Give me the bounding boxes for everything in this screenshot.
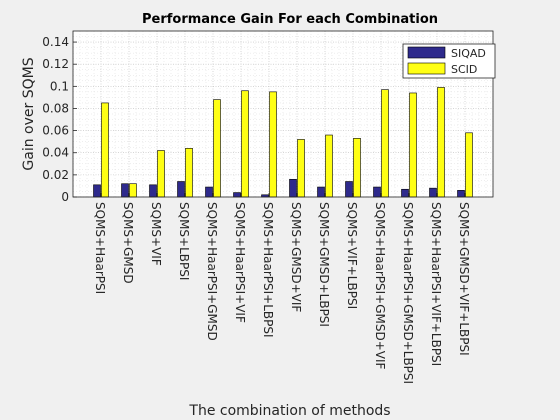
bar-siqad — [149, 184, 157, 198]
y-tick-label: 0.12 — [42, 57, 69, 71]
legend-swatch-siqad — [407, 46, 446, 59]
bar-scid — [409, 92, 417, 198]
bar-siqad — [205, 186, 213, 198]
y-axis-label: Gain over SQMS — [21, 57, 37, 170]
bar-scid — [353, 138, 361, 198]
bar-scid — [157, 150, 165, 198]
bar-scid — [465, 132, 473, 198]
legend-label-siqad: SIQAD — [451, 47, 486, 60]
x-tick-label: SQMS+GMSD+VIF+LBPSI — [457, 202, 471, 356]
y-tick-label: 0.14 — [42, 35, 69, 49]
bar-scid — [185, 148, 193, 198]
x-axis-label: The combination of methods — [188, 403, 390, 419]
bar-series — [93, 87, 473, 198]
legend: SIQAD SCID — [402, 43, 496, 79]
x-tick-label: SQMS+HaarPSI+VIF — [233, 202, 247, 323]
x-tick-label: SQMS+HaarPSI+VIF+LBPSI — [429, 202, 443, 366]
bar-scid — [381, 89, 389, 198]
x-tick-label: SQMS+HaarPSI+GMSD — [205, 202, 219, 341]
bar-siqad — [317, 186, 325, 198]
bar-siqad — [289, 178, 297, 198]
plot-frame — [72, 30, 494, 198]
bar-scid — [325, 134, 333, 198]
bar-scid — [213, 99, 221, 198]
x-tick-label: SQMS+VIF+LBPSI — [345, 202, 359, 309]
x-tick-label: SQMS+HaarPSI+GMSD+LBPSI — [401, 202, 415, 384]
y-tick-label: 0 — [61, 190, 69, 204]
x-tick-label: SQMS+GMSD — [121, 202, 135, 284]
y-tick-label: 0.06 — [42, 124, 69, 138]
y-tick-label: 0.02 — [42, 168, 69, 182]
bar-scid — [101, 102, 109, 198]
y-tick-label: 0.08 — [42, 101, 69, 115]
bar-siqad — [93, 184, 101, 198]
y-axis: 0 0.02 0.04 0.06 0.08 0.1 0.12 0.14 — [42, 35, 77, 204]
bar-siqad — [401, 188, 409, 198]
y-tick-label: 0.04 — [42, 146, 69, 160]
bar-siqad — [233, 192, 241, 198]
chart-title: Performance Gain For each Combination — [142, 12, 438, 27]
x-tick-label: SQMS+GMSD+LBPSI — [317, 202, 331, 327]
bar-scid — [437, 87, 445, 198]
legend-swatch-scid — [407, 62, 446, 75]
bar-siqad — [429, 187, 437, 198]
x-tick-label: SQMS+HaarPSI+LBPSI — [261, 202, 275, 338]
bar-siqad — [457, 190, 465, 198]
bar-siqad — [121, 183, 129, 198]
x-tick-label: SQMS+HaarPSI+GMSD+VIF — [373, 202, 387, 370]
bar-scid — [241, 90, 249, 198]
legend-label-scid: SCID — [451, 63, 477, 76]
bar-siqad — [345, 181, 353, 198]
bar-siqad — [177, 181, 185, 198]
bar-scid — [269, 91, 277, 198]
bar-scid — [129, 183, 137, 198]
bar-scid — [297, 139, 305, 198]
bar-siqad — [373, 186, 381, 198]
y-tick-label: 0.1 — [50, 79, 69, 93]
x-tick-label: SQMS+LBPSI — [177, 202, 191, 280]
x-tick-label: SQMS+GMSD+VIF — [289, 202, 303, 312]
x-tick-label: SQMS+HaarPSI — [93, 202, 107, 294]
x-tick-label: SQMS+VIF — [149, 202, 163, 266]
x-axis: SQMS+HaarPSI SQMS+GMSD SQMS+VIF SQMS+LBPSI S… — [93, 193, 471, 384]
